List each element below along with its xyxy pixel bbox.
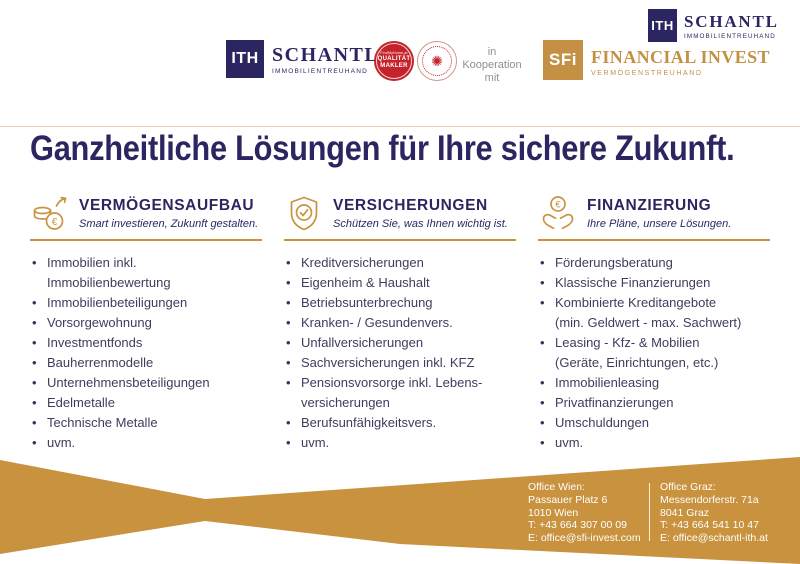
column-finanzierung: € FINANZIERUNG Ihre Pläne, unsere Lösung… [538,193,770,453]
office-line: 8041 Graz [660,506,710,519]
financial-invest-logo: FINANCIAL INVEST VERMÖGENSTREUHAND [591,48,770,77]
office-line: 1010 Wien [528,506,579,519]
list-item: Leasing - Kfz- & Mobilien (Geräte, Einri… [540,333,746,373]
corner-ith-logo-text: ITH [651,18,674,33]
column-subtitle: Schützen Sie, was Ihnen wichtig ist. [333,218,508,230]
list-item: Förderungsberatung [540,253,746,273]
column-subtitle: Ihre Pläne, unsere Lösungen. [587,218,732,230]
list-item: Kreditversicherungen [286,253,492,273]
svg-text:€: € [555,200,561,211]
austria-emblem-badge: ✺ [417,41,457,81]
hands-coin-icon: € [542,196,574,230]
list-item: Unfallversicherungen [286,333,492,353]
list-item: Immobilien inkl. Immobilienbewertung [32,253,238,293]
shield-check-icon [290,196,318,231]
column-header: VERSICHERUNGEN Schützen Sie, was Ihnen w… [284,193,516,235]
cooperation-line: Kooperation [462,59,522,71]
service-list: FörderungsberatungKlassische Finanzierun… [538,253,770,453]
office-title: Office Graz: [660,481,716,493]
list-item: Vorsorgewohnung [32,313,238,333]
service-list: Immobilien inkl. ImmobilienbewertungImmo… [30,253,262,453]
office-title: Office Wien: [528,481,585,493]
cooperation-text: in Kooperation mit [452,46,532,85]
header-divider [0,126,800,127]
column-vermoegensaufbau: € VERMÖGENSAUFBAU Smart investieren, Zuk… [30,193,262,453]
cooperation-line: in [487,46,497,58]
list-item: Investmentfonds [32,333,238,353]
service-list: KreditversicherungenEigenheim & Haushalt… [284,253,516,453]
gold-rule [538,239,770,241]
office-line: T: +43 664 541 10 47 [660,519,759,532]
quality-makler-badge: FindMyHome.at QUALITÄT MAKLER [374,41,414,81]
column-heading-text: VERSICHERUNGEN Schützen Sie, was Ihnen w… [333,193,508,230]
list-item: Technische Metalle [32,413,238,433]
ith-logo-text: ITH [231,50,259,67]
financial-invest-subtitle: VERMÖGENSTREUHAND [591,70,703,77]
quality-badge-brand: FindMyHome.at [380,51,408,56]
list-item: Kranken- / Gesundenvers. [286,313,492,333]
column-heading-text: VERMÖGENSAUFBAU Smart investieren, Zukun… [79,193,258,230]
office-wien-contact: Office Wien: Passauer Platz 6 1010 Wien T:… [528,481,648,545]
schantl-logo-name: SCHANTL [272,44,380,66]
list-item: Umschuldungen [540,413,746,433]
column-title: VERMÖGENSAUFBAU [79,197,255,214]
header: ITH SCHANTL IMMOBILIENTREUHAND FindMyHom… [0,0,800,110]
schantl-logo-subtitle: IMMOBILIENTREUHAND [272,68,368,75]
sfi-logo-square: SFi [543,40,583,80]
list-item: Pensionsvorsorge inkl. Lebens-versicheru… [286,373,492,413]
schantl-logo: SCHANTL IMMOBILIENTREUHAND [272,45,379,75]
office-line: Passauer Platz 6 [528,493,608,506]
list-item: Unternehmensbeteiligungen [32,373,238,393]
column-subtitle: Smart investieren, Zukunft gestalten. [79,218,259,230]
svg-text:€: € [52,217,58,228]
eagle-emblem-icon: ✺ [431,53,443,69]
list-item: Kombinierte Kreditangebote (min. Geldwer… [540,293,746,333]
office-lines: Messendorferstr. 71a 8041 Graz T: +43 664 … [660,494,792,545]
office-line: E: office@schantl-ith.at [660,532,768,545]
list-item: Eigenheim & Haushalt [286,273,492,293]
quality-badge-line1: QUALITÄT [377,56,411,63]
column-versicherungen: VERSICHERUNGEN Schützen Sie, was Ihnen w… [284,193,516,453]
gold-rule [284,239,516,241]
list-item: Edelmetalle [32,393,238,413]
list-item: uvm. [286,433,492,453]
coins-growth-icon: € [33,196,67,230]
list-item: uvm. [32,433,238,453]
office-line: T: +43 664 307 00 09 [528,519,627,532]
list-item: Klassische Finanzierungen [540,273,746,293]
office-graz-contact: Office Graz: Messendorferstr. 71a 8041 Gr… [660,481,792,545]
corner-schantl-logo: SCHANTL IMMOBILIENTREUHAND [684,13,779,40]
list-item: Immobilienbeteiligungen [32,293,238,313]
office-line: E: office@sfi-invest.com [528,532,641,545]
footer-bowtie-shape [0,457,800,564]
quality-badge-line2: MAKLER [380,62,408,69]
column-heading-text: FINANZIERUNG Ihre Pläne, unsere Lösungen… [587,193,731,230]
list-item: Bauherrenmodelle [32,353,238,373]
contact-divider [649,483,650,541]
list-item: Berufsunfähigkeitsvers. [286,413,492,433]
financial-invest-name: FINANCIAL INVEST [591,47,770,67]
corner-schantl-name: SCHANTL [684,12,779,31]
list-item: Sachversicherungen inkl. KFZ [286,353,492,373]
list-item: uvm. [540,433,746,453]
corner-ith-logo-square: ITH [648,9,677,42]
gold-rule [30,239,262,241]
corner-schantl-subtitle: IMMOBILIENTREUHAND [684,33,776,40]
column-title: VERSICHERUNGEN [333,197,488,214]
column-header: € FINANZIERUNG Ihre Pläne, unsere Lösung… [538,193,770,235]
column-title: FINANZIERUNG [587,197,712,214]
cooperation-line: mit [484,72,500,84]
list-item: Betriebsunterbrechung [286,293,492,313]
ith-logo-square: ITH [226,40,264,78]
office-line: Messendorferstr. 71a [660,493,759,506]
list-item: Privatfinanzierungen [540,393,746,413]
page-title: Ganzheitliche Lösungen für Ihre sichere … [30,129,735,168]
services-columns: € VERMÖGENSAUFBAU Smart investieren, Zuk… [0,193,800,453]
sfi-logo-text: SFi [549,50,577,69]
list-item: Immobilienleasing [540,373,746,393]
column-header: € VERMÖGENSAUFBAU Smart investieren, Zuk… [30,193,262,235]
office-lines: Passauer Platz 6 1010 Wien T: +43 664 307 … [528,494,648,545]
